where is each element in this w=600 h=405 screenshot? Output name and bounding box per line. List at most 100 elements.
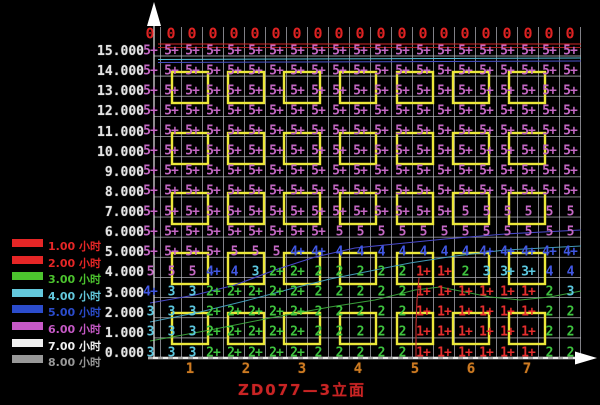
hours-value: 5+ <box>143 83 158 99</box>
hours-value: 5+ <box>479 163 494 179</box>
hours-value: 5+ <box>206 43 221 58</box>
contour-curve-green <box>149 286 582 342</box>
hours-value: 5+ <box>500 43 515 58</box>
hours-value: 5+ <box>332 183 347 199</box>
hours-value: 5+ <box>248 103 263 119</box>
hours-value: 4+ <box>479 244 494 260</box>
hours-value: 5+ <box>374 123 389 139</box>
hours-value: 5 <box>419 224 428 240</box>
hours-value: 5+ <box>164 183 179 199</box>
hours-value: 5 <box>251 244 260 260</box>
roof-hours-zero: 0 <box>397 24 407 43</box>
hours-value: 5+ <box>185 123 200 139</box>
hours-value: 5+ <box>143 204 158 220</box>
hours-value: 2+ <box>227 324 242 340</box>
hours-value: 5 <box>461 204 470 220</box>
hours-value: 3 <box>167 345 176 360</box>
window-outline <box>282 191 322 226</box>
legend-swatch <box>12 338 43 347</box>
hours-value: 5+ <box>542 63 557 79</box>
hours-value: 5+ <box>143 163 158 179</box>
hours-value: 5+ <box>563 123 578 139</box>
hours-value: 5+ <box>458 103 473 119</box>
hours-value: 4+ <box>521 244 536 260</box>
hours-value: 5+ <box>332 163 347 179</box>
hours-value: 1+ <box>521 324 536 340</box>
hours-value: 4 <box>230 264 239 280</box>
hours-value: 5+ <box>479 183 494 199</box>
hours-value: 5+ <box>542 43 557 58</box>
hours-value: 2+ <box>227 345 242 360</box>
hours-value: 5+ <box>206 183 221 199</box>
window-outline <box>226 251 266 286</box>
hours-value: 1+ <box>458 324 473 340</box>
window-outline <box>338 70 378 105</box>
hours-value: 2 <box>335 304 344 320</box>
hours-value: 2+ <box>206 284 221 300</box>
hours-value: 2+ <box>227 284 242 300</box>
hours-value: 4+ <box>206 264 221 280</box>
hours-value: 4 <box>545 264 554 280</box>
hours-value: 2 <box>356 324 365 340</box>
legend-item: 8.00 小时 <box>12 354 122 369</box>
hours-value: 5+ <box>521 103 536 119</box>
hours-value: 5+ <box>458 43 473 58</box>
hours-value: 2 <box>566 304 575 320</box>
hours-value: 5+ <box>206 143 221 159</box>
hours-value: 2 <box>335 284 344 300</box>
hours-value: 2+ <box>269 264 284 280</box>
hours-value: 1+ <box>437 264 452 280</box>
hours-value: 5+ <box>227 43 242 58</box>
hours-value: 2+ <box>206 324 221 340</box>
hours-value: 5 <box>167 264 176 280</box>
window-outline <box>507 70 547 105</box>
hours-value: 5+ <box>227 83 242 99</box>
hours-value: 5+ <box>248 83 263 99</box>
hours-value: 5+ <box>143 183 158 199</box>
y-axis-label: 13.000 <box>97 84 144 100</box>
hours-value: 5+ <box>542 183 557 199</box>
hours-value: 2+ <box>290 284 305 300</box>
hours-value: 5+ <box>437 183 452 199</box>
hours-value: 4+ <box>500 244 515 260</box>
window-outline <box>170 311 210 346</box>
hours-value: 5+ <box>143 103 158 119</box>
hours-value: 4 <box>566 264 575 280</box>
hours-value: 2 <box>545 284 554 300</box>
x-axis-label: 7 <box>522 361 532 377</box>
hours-value: 5+ <box>269 103 284 119</box>
hours-value: 5+ <box>164 244 179 260</box>
window-outline <box>338 131 378 166</box>
hours-value: 5+ <box>185 43 200 58</box>
hours-value: 5+ <box>290 63 305 79</box>
y-axis-label: 7.000 <box>104 205 144 221</box>
hours-value: 5+ <box>500 63 515 79</box>
hours-value: 2+ <box>290 345 305 360</box>
hours-value: 5+ <box>563 63 578 79</box>
hours-value: 2 <box>398 345 407 360</box>
hours-value: 5 <box>440 224 449 240</box>
hours-value: 5+ <box>416 43 431 58</box>
hours-value: 5+ <box>269 43 284 58</box>
hours-value: 5+ <box>269 83 284 99</box>
hours-value: 5+ <box>500 103 515 119</box>
hours-value: 5+ <box>269 123 284 139</box>
hours-value: 5+ <box>311 163 326 179</box>
legend-item: 3.00 小时 <box>12 271 122 286</box>
hours-value: 2 <box>314 324 323 340</box>
hours-value: 5+ <box>164 204 179 220</box>
hours-value: 3 <box>251 264 260 280</box>
hours-value: 5+ <box>248 63 263 79</box>
window-outline <box>226 311 266 346</box>
roof-hours-zero: 0 <box>523 24 533 43</box>
hours-value: 5+ <box>332 43 347 58</box>
hours-value: 5+ <box>416 63 431 79</box>
hours-value: 5+ <box>500 143 515 159</box>
hours-value: 2 <box>377 284 386 300</box>
hours-value: 5+ <box>374 163 389 179</box>
window-outline <box>282 251 322 286</box>
x-axis-label: 6 <box>466 361 476 377</box>
hours-value: 5+ <box>290 143 305 159</box>
hours-value: 2 <box>377 304 386 320</box>
hours-value: 5+ <box>374 183 389 199</box>
